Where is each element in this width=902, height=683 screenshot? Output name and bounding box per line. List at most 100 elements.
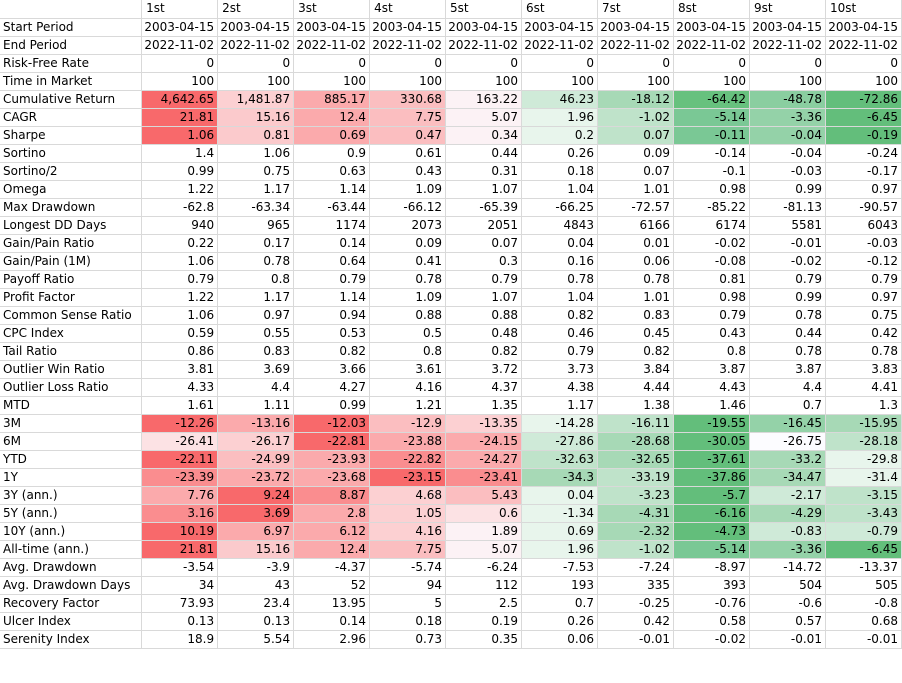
metric-cell[interactable]: 0.06 xyxy=(597,252,674,271)
metric-cell[interactable]: -0.01 xyxy=(749,630,826,649)
metric-cell[interactable]: -0.6 xyxy=(749,594,826,613)
metric-cell[interactable]: 0.82 xyxy=(445,342,523,361)
metric-cell[interactable]: 2003-04-15 xyxy=(217,18,295,37)
metric-cell[interactable]: 0.43 xyxy=(369,162,447,181)
metric-cell[interactable]: -14.72 xyxy=(749,558,826,577)
metric-cell[interactable]: -13.16 xyxy=(217,414,295,433)
metric-cell[interactable]: 193 xyxy=(521,576,599,595)
metric-cell[interactable]: -14.28 xyxy=(521,414,599,433)
metric-cell[interactable]: -28.18 xyxy=(825,432,902,451)
metric-cell[interactable]: 0.73 xyxy=(369,630,447,649)
metric-cell[interactable]: 393 xyxy=(673,576,750,595)
metric-cell[interactable]: 0.88 xyxy=(369,306,447,325)
metric-cell[interactable]: -0.83 xyxy=(749,522,826,541)
metric-cell[interactable]: 0.82 xyxy=(293,342,371,361)
metric-cell[interactable]: -34.47 xyxy=(749,468,826,487)
metric-cell[interactable]: 2022-11-02 xyxy=(597,36,674,55)
column-header[interactable]: 9st xyxy=(749,0,826,19)
metric-cell[interactable]: 0.26 xyxy=(521,144,599,163)
metric-cell[interactable]: 1.4 xyxy=(141,144,219,163)
metric-cell[interactable]: 3.87 xyxy=(749,360,826,379)
column-header[interactable]: 4st xyxy=(369,0,447,19)
metric-cell[interactable]: 7.75 xyxy=(369,540,447,559)
metric-cell[interactable]: 1.17 xyxy=(521,396,599,415)
metric-cell[interactable]: -72.57 xyxy=(597,198,674,217)
row-label[interactable]: Tail Ratio xyxy=(0,342,143,361)
metric-cell[interactable]: -0.14 xyxy=(673,144,750,163)
metric-cell[interactable]: 73.93 xyxy=(141,594,219,613)
metric-cell[interactable]: 0.78 xyxy=(749,342,826,361)
metric-cell[interactable]: 1.14 xyxy=(293,288,371,307)
metric-cell[interactable]: 0.79 xyxy=(293,270,371,289)
metric-cell[interactable]: 0.8 xyxy=(369,342,447,361)
metric-cell[interactable]: 0.9 xyxy=(293,144,371,163)
metric-cell[interactable]: 0.18 xyxy=(369,612,447,631)
metric-cell[interactable]: -22.81 xyxy=(293,432,371,451)
metric-cell[interactable]: -4.73 xyxy=(673,522,750,541)
metric-cell[interactable]: 2022-11-02 xyxy=(293,36,371,55)
metric-cell[interactable]: 4.37 xyxy=(445,378,523,397)
metric-cell[interactable]: 4.41 xyxy=(825,378,902,397)
metric-cell[interactable]: -33.2 xyxy=(749,450,826,469)
metric-cell[interactable]: 0.78 xyxy=(521,270,599,289)
metric-cell[interactable]: -0.12 xyxy=(825,252,902,271)
metric-cell[interactable]: 6043 xyxy=(825,216,902,235)
metric-cell[interactable]: -1.34 xyxy=(521,504,599,523)
metric-cell[interactable]: -3.23 xyxy=(597,486,674,505)
metric-cell[interactable]: 0.07 xyxy=(597,162,674,181)
metric-cell[interactable]: 5.07 xyxy=(445,540,523,559)
metric-cell[interactable]: -0.03 xyxy=(825,234,902,253)
metric-cell[interactable]: 0.99 xyxy=(749,180,826,199)
metric-cell[interactable]: -6.45 xyxy=(825,540,902,559)
metric-cell[interactable]: 1.01 xyxy=(597,180,674,199)
row-label[interactable]: Payoff Ratio xyxy=(0,270,143,289)
metric-cell[interactable]: -0.02 xyxy=(673,234,750,253)
metric-cell[interactable]: 0.7 xyxy=(521,594,599,613)
metric-cell[interactable]: 1174 xyxy=(293,216,371,235)
metric-cell[interactable]: 1.17 xyxy=(217,180,295,199)
metric-cell[interactable]: 2.8 xyxy=(293,504,371,523)
metric-cell[interactable]: 46.23 xyxy=(521,90,599,109)
metric-cell[interactable]: 4.43 xyxy=(673,378,750,397)
metric-cell[interactable]: -0.01 xyxy=(597,630,674,649)
metric-cell[interactable]: 18.9 xyxy=(141,630,219,649)
metric-cell[interactable]: 0.75 xyxy=(217,162,295,181)
row-label[interactable]: 1Y xyxy=(0,468,143,487)
metric-cell[interactable]: 2022-11-02 xyxy=(521,36,599,55)
metric-cell[interactable]: 0.09 xyxy=(597,144,674,163)
metric-cell[interactable]: 3.16 xyxy=(141,504,219,523)
metric-cell[interactable]: 23.4 xyxy=(217,594,295,613)
metric-cell[interactable]: 0.78 xyxy=(749,306,826,325)
metric-cell[interactable]: 2073 xyxy=(369,216,447,235)
metric-cell[interactable]: 0.55 xyxy=(217,324,295,343)
metric-cell[interactable]: 2003-04-15 xyxy=(521,18,599,37)
metric-cell[interactable]: 0.35 xyxy=(445,630,523,649)
metric-cell[interactable]: 1.04 xyxy=(521,180,599,199)
metric-cell[interactable]: -16.45 xyxy=(749,414,826,433)
metric-cell[interactable]: 1.11 xyxy=(217,396,295,415)
metric-cell[interactable]: 112 xyxy=(445,576,523,595)
metric-cell[interactable]: -23.88 xyxy=(369,432,447,451)
metric-cell[interactable]: 2022-11-02 xyxy=(369,36,447,55)
metric-cell[interactable]: 3.66 xyxy=(293,360,371,379)
metric-cell[interactable]: -66.12 xyxy=(369,198,447,217)
row-label[interactable]: Ulcer Index xyxy=(0,612,143,631)
metric-cell[interactable]: 100 xyxy=(141,72,219,91)
row-label[interactable]: 3Y (ann.) xyxy=(0,486,143,505)
metric-cell[interactable]: 0.17 xyxy=(217,234,295,253)
metric-cell[interactable]: 0.78 xyxy=(825,342,902,361)
metric-cell[interactable]: 2003-04-15 xyxy=(369,18,447,37)
metric-cell[interactable]: -6.16 xyxy=(673,504,750,523)
metric-cell[interactable]: 0.2 xyxy=(521,126,599,145)
metric-cell[interactable]: -7.53 xyxy=(521,558,599,577)
metric-cell[interactable]: 1.38 xyxy=(597,396,674,415)
metric-cell[interactable]: 0 xyxy=(673,54,750,73)
metric-cell[interactable]: 6166 xyxy=(597,216,674,235)
row-label[interactable]: Sortino/2 xyxy=(0,162,143,181)
metric-cell[interactable]: -0.03 xyxy=(749,162,826,181)
metric-cell[interactable]: -64.42 xyxy=(673,90,750,109)
metric-cell[interactable]: -32.63 xyxy=(521,450,599,469)
metric-cell[interactable]: -26.75 xyxy=(749,432,826,451)
metric-cell[interactable]: -4.37 xyxy=(293,558,371,577)
metric-cell[interactable]: 0.79 xyxy=(521,342,599,361)
